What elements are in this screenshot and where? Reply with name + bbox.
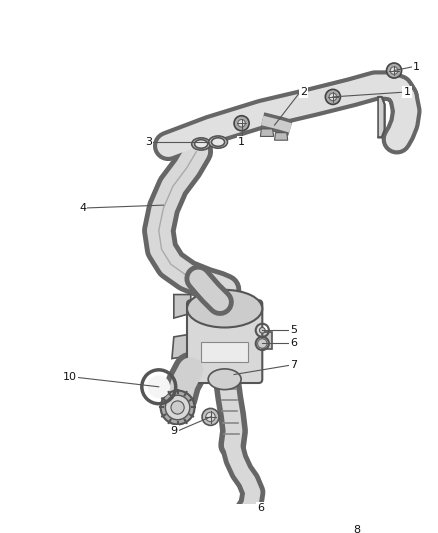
Ellipse shape [192,138,211,150]
Polygon shape [275,133,288,140]
Bar [201,342,248,362]
Circle shape [238,119,245,127]
Ellipse shape [208,369,241,390]
Circle shape [234,116,249,131]
Circle shape [386,63,402,78]
Polygon shape [172,334,191,359]
Circle shape [329,93,337,101]
Text: 7: 7 [290,360,298,370]
Ellipse shape [194,140,208,148]
Text: 8: 8 [353,525,361,533]
Text: 2: 2 [300,87,307,97]
Polygon shape [174,295,191,318]
Text: 1: 1 [413,62,420,72]
Text: 10: 10 [63,373,77,382]
Circle shape [206,412,215,422]
Text: 1: 1 [403,87,410,97]
Text: 5: 5 [290,325,297,335]
Circle shape [325,90,340,104]
Circle shape [161,391,194,424]
Circle shape [171,401,184,414]
FancyBboxPatch shape [187,300,262,383]
Polygon shape [378,97,385,138]
Circle shape [202,408,219,425]
Polygon shape [258,332,272,349]
Text: 1: 1 [238,137,245,147]
Text: 6: 6 [258,503,265,513]
Circle shape [259,327,265,333]
Ellipse shape [212,138,225,147]
Circle shape [230,511,238,519]
Circle shape [227,508,240,521]
Circle shape [148,375,170,398]
Text: 9: 9 [170,426,177,436]
Polygon shape [206,513,251,533]
Text: 4: 4 [79,203,86,213]
Circle shape [258,339,267,348]
Ellipse shape [187,290,262,327]
Polygon shape [261,129,274,136]
Circle shape [166,395,190,419]
Circle shape [390,67,398,74]
Ellipse shape [208,136,227,148]
Text: 6: 6 [290,338,297,349]
Text: 3: 3 [145,137,152,147]
